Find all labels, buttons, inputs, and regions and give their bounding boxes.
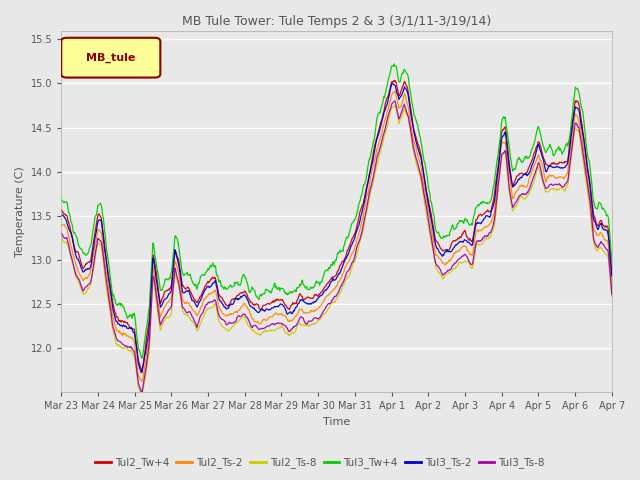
Legend: Tul2_Tw+4, Tul2_Ts-2, Tul2_Ts-8, Tul3_Tw+4, Tul3_Ts-2, Tul3_Ts-8: Tul2_Tw+4, Tul2_Ts-2, Tul2_Ts-8, Tul3_Tw… [91,453,549,472]
FancyBboxPatch shape [61,38,161,78]
Text: MB_tule: MB_tule [86,52,136,63]
X-axis label: Time: Time [323,417,350,427]
Title: MB Tule Tower: Tule Temps 2 & 3 (3/1/11-3/19/14): MB Tule Tower: Tule Temps 2 & 3 (3/1/11-… [182,15,491,28]
Y-axis label: Temperature (C): Temperature (C) [15,166,25,257]
